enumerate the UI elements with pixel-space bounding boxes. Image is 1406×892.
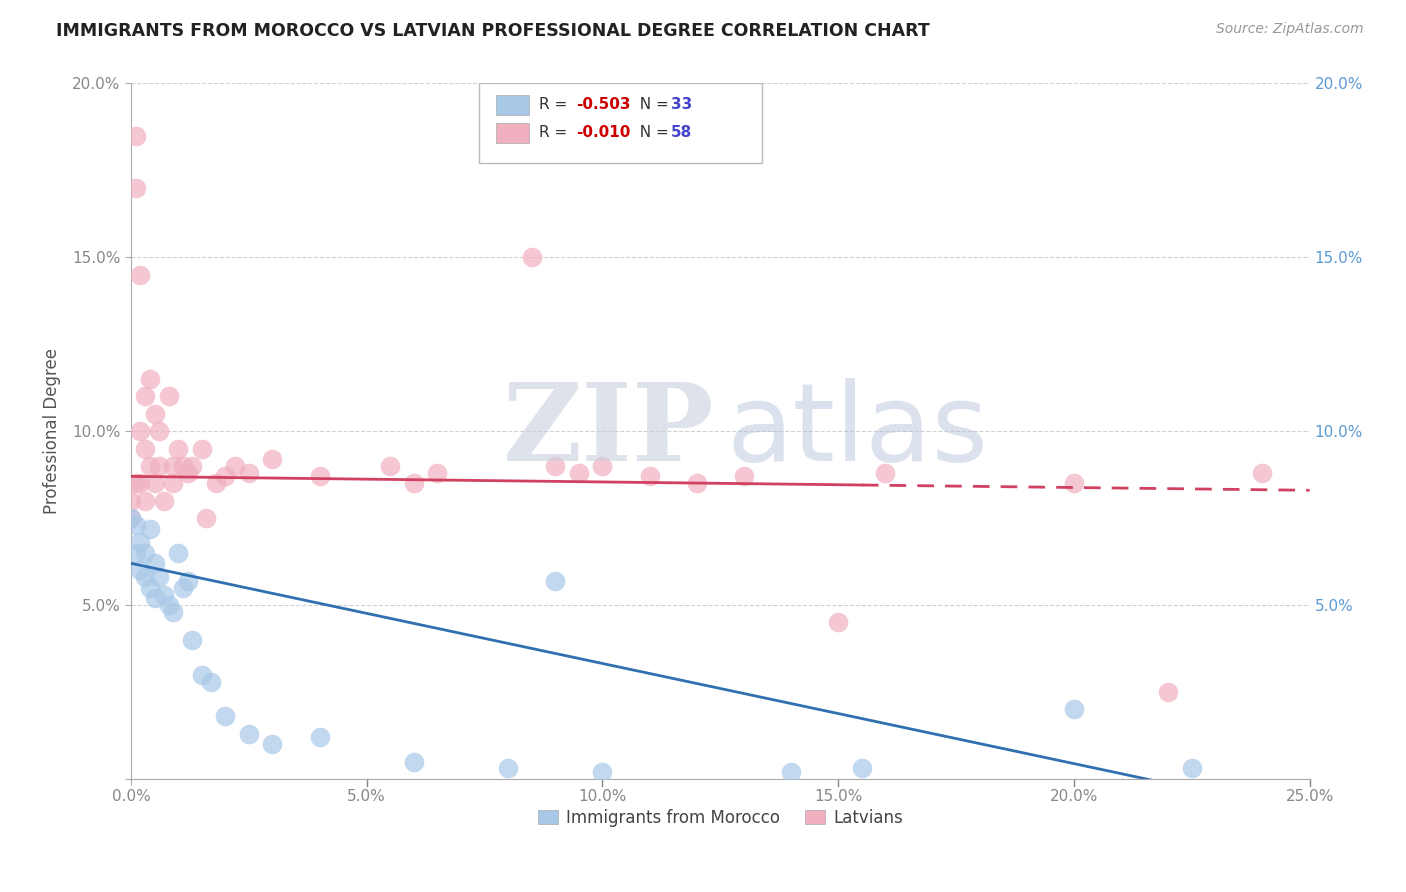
Text: Source: ZipAtlas.com: Source: ZipAtlas.com bbox=[1216, 22, 1364, 37]
Point bbox=[1157, 685, 1180, 699]
Text: N =: N = bbox=[630, 97, 673, 112]
Point bbox=[308, 730, 330, 744]
Point bbox=[167, 442, 190, 456]
Text: R =: R = bbox=[538, 125, 572, 140]
Point bbox=[200, 674, 222, 689]
Point bbox=[143, 557, 166, 571]
Point bbox=[153, 588, 176, 602]
Point bbox=[496, 762, 519, 776]
Point bbox=[638, 469, 661, 483]
Point bbox=[262, 737, 284, 751]
Point bbox=[176, 574, 198, 588]
Point bbox=[148, 570, 170, 584]
Point bbox=[129, 424, 152, 438]
Point bbox=[176, 466, 198, 480]
Text: atlas: atlas bbox=[727, 378, 988, 484]
FancyBboxPatch shape bbox=[478, 84, 762, 163]
Point bbox=[162, 605, 184, 619]
Point bbox=[181, 632, 204, 647]
Point bbox=[190, 667, 212, 681]
FancyBboxPatch shape bbox=[496, 123, 530, 143]
FancyBboxPatch shape bbox=[496, 95, 530, 115]
Text: -0.010: -0.010 bbox=[576, 125, 631, 140]
Point bbox=[1251, 466, 1274, 480]
Point bbox=[153, 493, 176, 508]
Point bbox=[162, 476, 184, 491]
Point bbox=[143, 407, 166, 421]
Point bbox=[129, 535, 152, 549]
Point bbox=[172, 581, 194, 595]
Point bbox=[426, 466, 449, 480]
Point bbox=[157, 598, 180, 612]
Point bbox=[129, 268, 152, 282]
Point bbox=[214, 709, 236, 723]
Point bbox=[544, 458, 567, 473]
Point bbox=[238, 466, 260, 480]
Point bbox=[134, 493, 156, 508]
Point bbox=[686, 476, 709, 491]
Point bbox=[568, 466, 591, 480]
Point bbox=[143, 591, 166, 606]
Point bbox=[125, 518, 148, 533]
Point bbox=[544, 574, 567, 588]
Text: 33: 33 bbox=[671, 97, 692, 112]
Text: -0.503: -0.503 bbox=[576, 97, 631, 112]
Point bbox=[238, 727, 260, 741]
Text: R =: R = bbox=[538, 97, 572, 112]
Point bbox=[592, 458, 614, 473]
Y-axis label: Professional Degree: Professional Degree bbox=[44, 348, 60, 514]
Point bbox=[129, 476, 152, 491]
Point bbox=[195, 511, 218, 525]
Point bbox=[125, 476, 148, 491]
Point bbox=[827, 615, 849, 630]
Point bbox=[262, 452, 284, 467]
Point bbox=[224, 458, 246, 473]
Point bbox=[1063, 702, 1085, 716]
Text: N =: N = bbox=[630, 125, 673, 140]
Point bbox=[148, 458, 170, 473]
Legend: Immigrants from Morocco, Latvians: Immigrants from Morocco, Latvians bbox=[531, 802, 910, 833]
Point bbox=[733, 469, 755, 483]
Point bbox=[120, 511, 142, 525]
Point bbox=[148, 424, 170, 438]
Point bbox=[162, 458, 184, 473]
Point bbox=[780, 764, 803, 779]
Point bbox=[402, 755, 425, 769]
Point bbox=[380, 458, 402, 473]
Point bbox=[157, 389, 180, 403]
Point bbox=[134, 546, 156, 560]
Point bbox=[308, 469, 330, 483]
Point bbox=[1181, 762, 1204, 776]
Point bbox=[520, 250, 543, 264]
Text: IMMIGRANTS FROM MOROCCO VS LATVIAN PROFESSIONAL DEGREE CORRELATION CHART: IMMIGRANTS FROM MOROCCO VS LATVIAN PROFE… bbox=[56, 22, 929, 40]
Point bbox=[120, 511, 142, 525]
Point bbox=[1063, 476, 1085, 491]
Point bbox=[134, 442, 156, 456]
Text: 58: 58 bbox=[671, 125, 692, 140]
Point bbox=[139, 522, 162, 536]
Text: ZIP: ZIP bbox=[503, 378, 714, 484]
Point bbox=[120, 493, 142, 508]
Point bbox=[402, 476, 425, 491]
Point bbox=[139, 372, 162, 386]
Point bbox=[125, 180, 148, 194]
Point bbox=[214, 469, 236, 483]
Point bbox=[125, 128, 148, 143]
Point bbox=[143, 476, 166, 491]
Point bbox=[181, 458, 204, 473]
Point bbox=[875, 466, 897, 480]
Point bbox=[167, 546, 190, 560]
Point bbox=[172, 458, 194, 473]
Point bbox=[205, 476, 228, 491]
Point bbox=[139, 581, 162, 595]
Point bbox=[129, 563, 152, 577]
Point bbox=[134, 570, 156, 584]
Point bbox=[125, 546, 148, 560]
Point bbox=[592, 764, 614, 779]
Point bbox=[190, 442, 212, 456]
Point bbox=[134, 389, 156, 403]
Point bbox=[139, 458, 162, 473]
Point bbox=[851, 762, 873, 776]
